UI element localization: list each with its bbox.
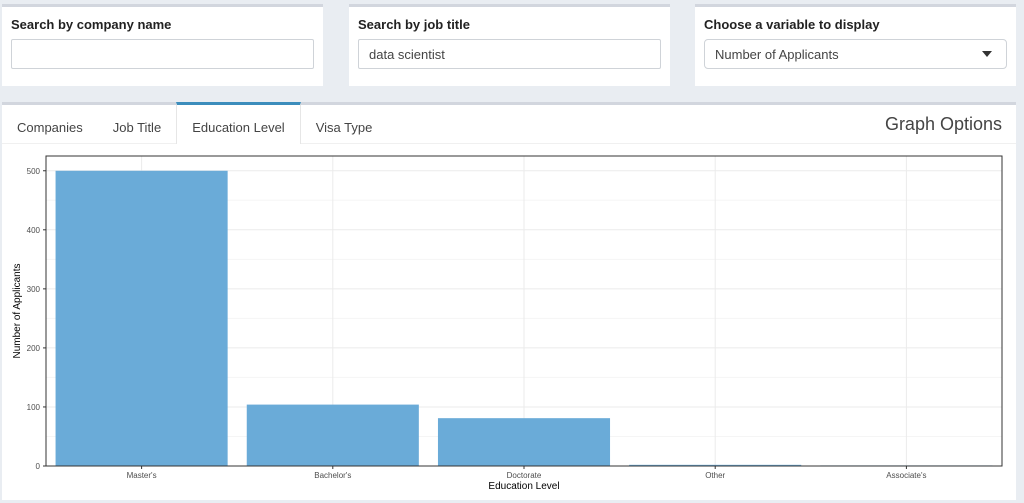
- tab-job-title[interactable]: Job Title: [112, 120, 162, 135]
- company-search-input[interactable]: [11, 39, 314, 69]
- bar-masters: [55, 170, 228, 466]
- y-tick-label: 300: [27, 285, 41, 294]
- x-tick-label: Doctorate: [507, 471, 542, 480]
- x-tick-label: Associate's: [886, 471, 926, 480]
- variable-select-label: Choose a variable to display: [704, 17, 880, 32]
- y-tick-label: 200: [27, 344, 41, 353]
- company-search-card: Search by company name: [2, 4, 323, 86]
- x-tick-label: Master's: [127, 471, 157, 480]
- graph-options-title[interactable]: Graph Options: [884, 114, 1002, 134]
- x-tick-label: Bachelor's: [314, 471, 351, 480]
- variable-select-card: Choose a variable to display Number of A…: [695, 4, 1016, 86]
- graph-panel: Companies Job Title Education Level Visa…: [2, 102, 1016, 500]
- education-level-bar-chart: 0 100 200 300 400 500 Master's Bachelor's Doctor…: [12, 155, 1003, 492]
- x-tick-label: Other: [705, 471, 725, 480]
- tab-education-level[interactable]: Education Level: [176, 102, 301, 144]
- company-search-label: Search by company name: [11, 17, 172, 32]
- x-axis-title: Education Level: [488, 481, 559, 492]
- variable-select-dropdown[interactable]: Number of Applicants: [704, 39, 1007, 69]
- y-axis-title: Number of Applicants: [12, 263, 23, 358]
- tab-bar-divider: [2, 143, 1016, 144]
- variable-select-value: Number of Applicants: [715, 46, 839, 62]
- y-tick-label: 500: [27, 167, 41, 176]
- tab-companies[interactable]: Companies: [17, 120, 83, 135]
- job-title-search-input[interactable]: [358, 39, 661, 69]
- bar-doctorate: [437, 418, 611, 466]
- bar-bachelors: [246, 404, 419, 466]
- caret-down-icon: [982, 51, 992, 57]
- job-title-search-label: Search by job title: [358, 17, 470, 32]
- job-title-search-card: Search by job title: [349, 4, 670, 86]
- y-tick-label: 100: [27, 403, 41, 412]
- y-tick-label: 400: [27, 226, 41, 235]
- bar-other: [629, 464, 802, 466]
- y-tick-label: 0: [36, 462, 41, 471]
- tab-bar: Companies Job Title Education Level Visa…: [2, 102, 387, 144]
- tab-visa-type[interactable]: Visa Type: [315, 120, 373, 135]
